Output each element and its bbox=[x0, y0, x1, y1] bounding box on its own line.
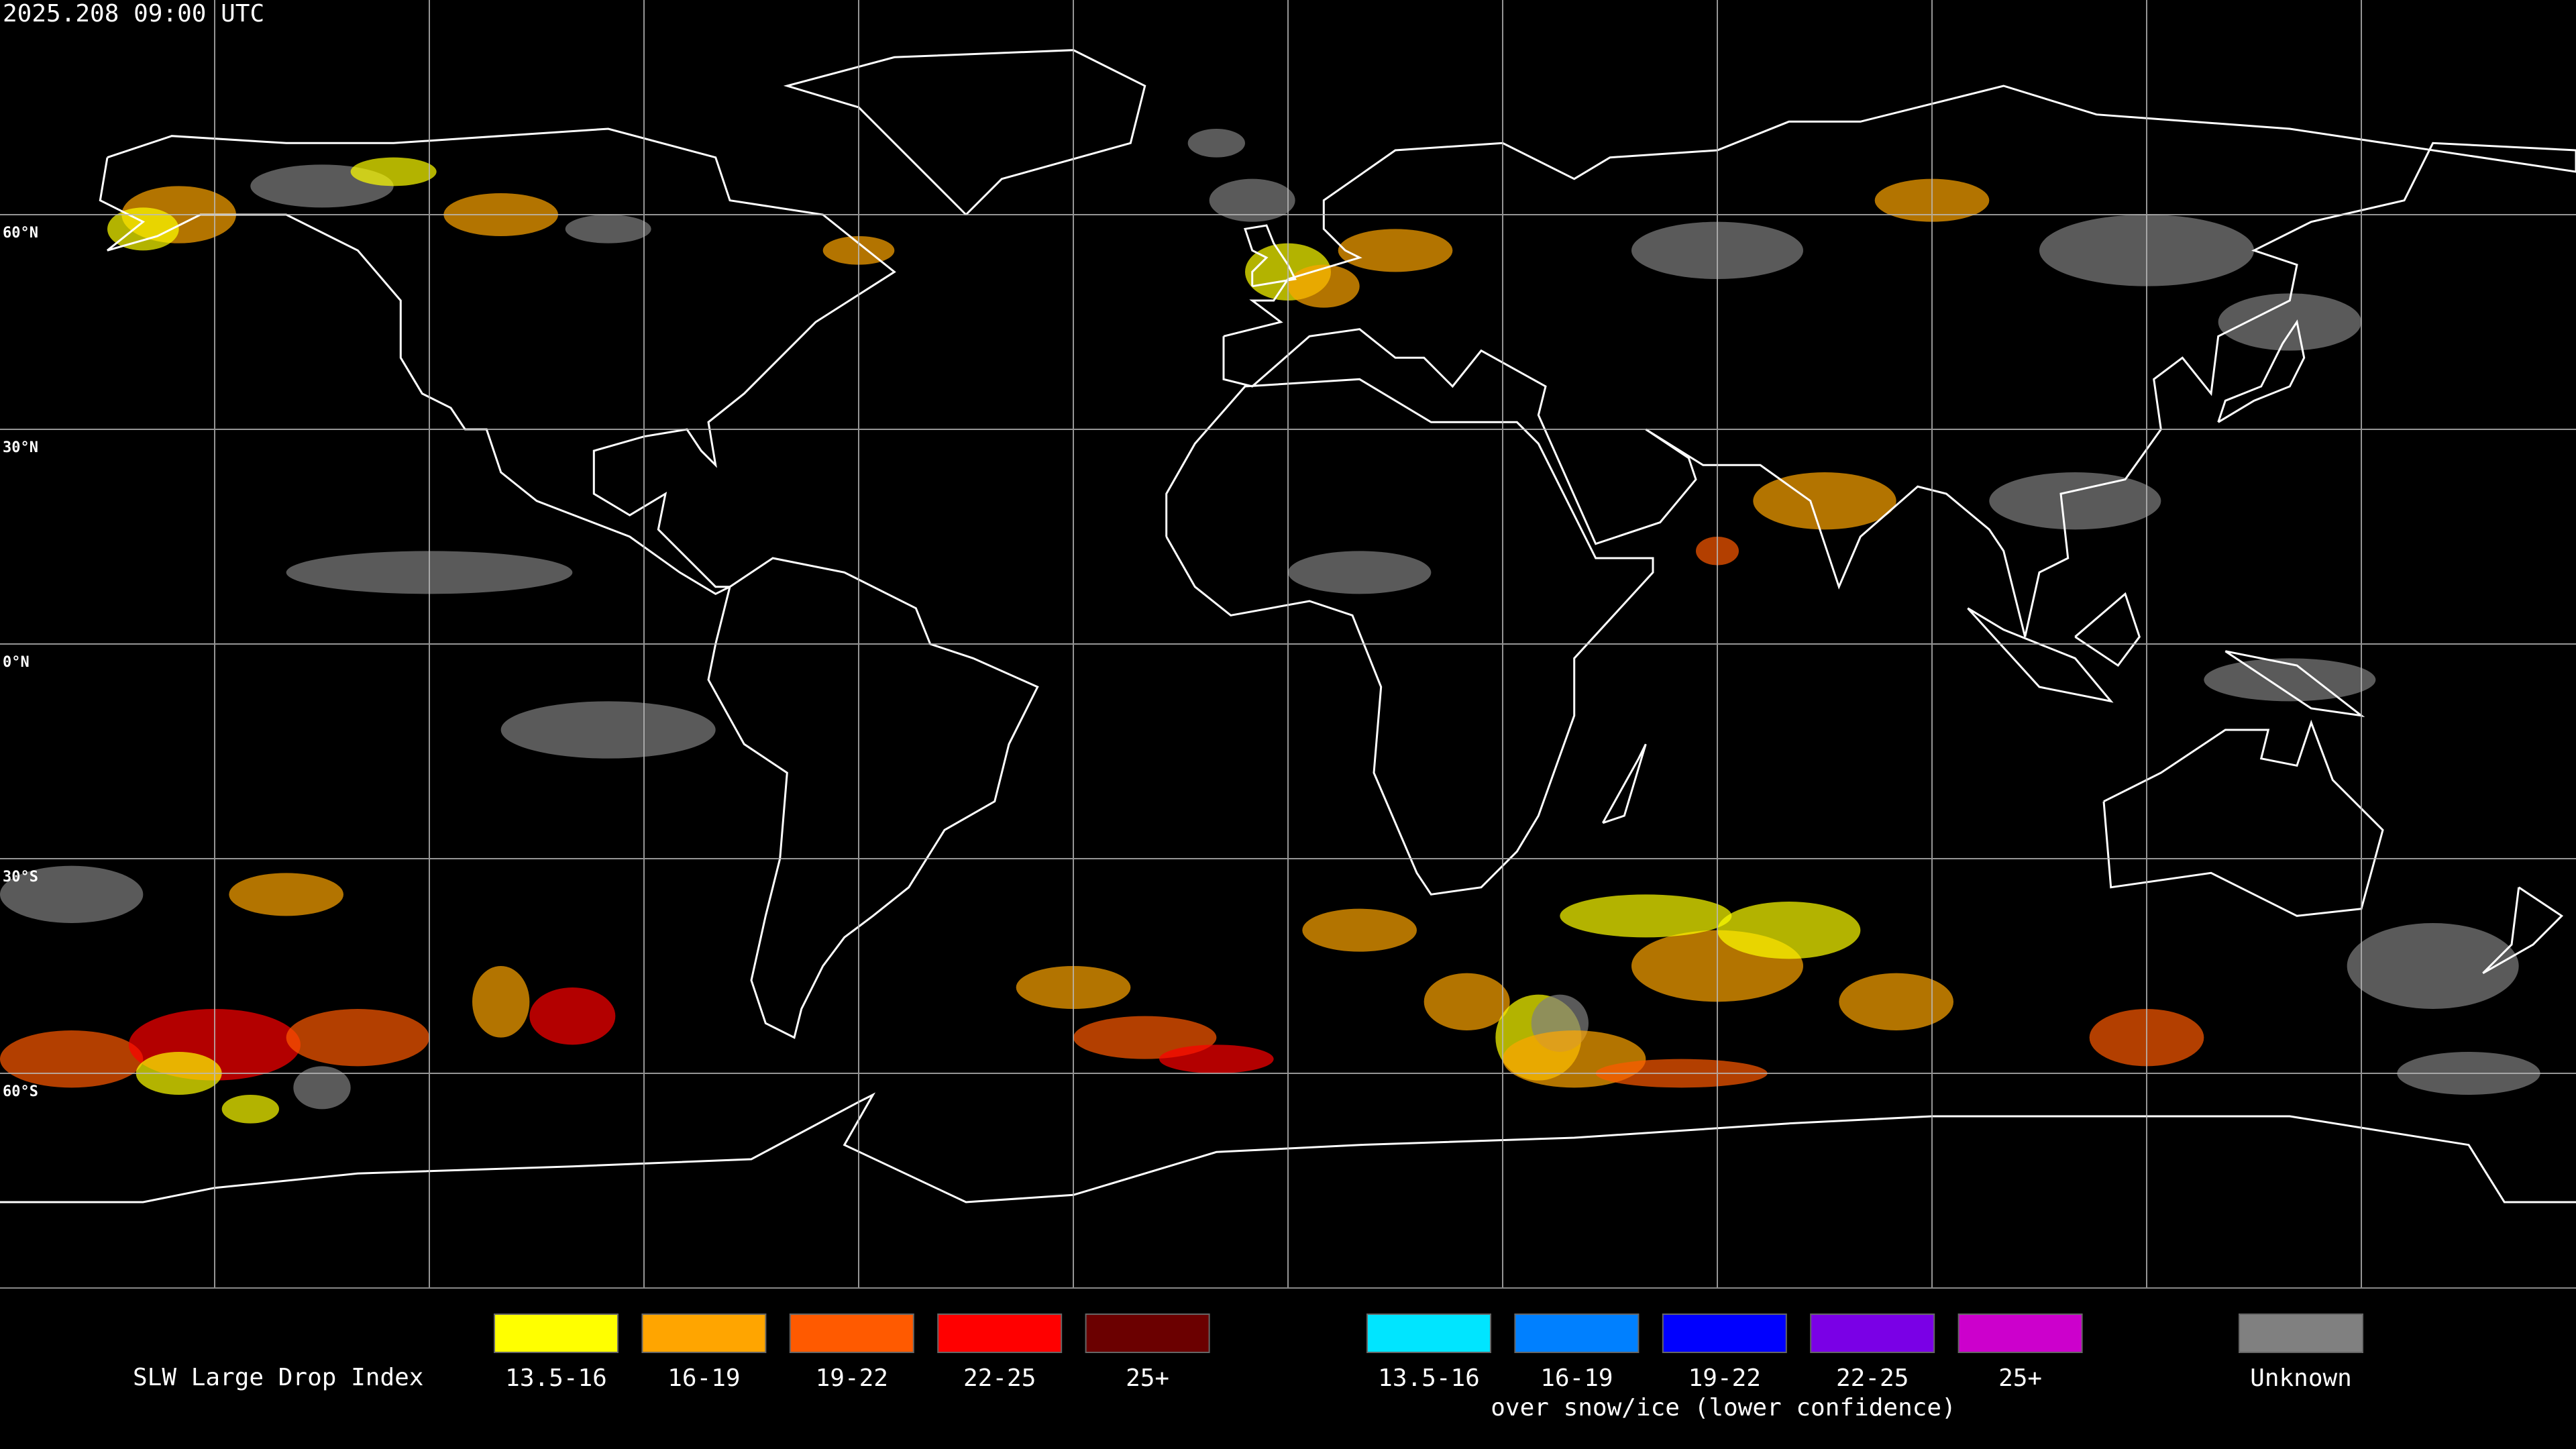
coastline bbox=[2482, 886, 2564, 975]
cloud-patch bbox=[350, 157, 437, 186]
legend-label: Unknown bbox=[2250, 1364, 2352, 1392]
legend-label: 13.5-16 bbox=[505, 1364, 607, 1392]
legend-swatch bbox=[494, 1313, 619, 1353]
cloud-patch bbox=[1424, 973, 1510, 1031]
cloud-patch bbox=[1989, 472, 2161, 530]
legend-label: 22-25 bbox=[963, 1364, 1036, 1392]
cloud-patch bbox=[565, 214, 651, 244]
legend-title: SLW Large Drop Index bbox=[133, 1364, 423, 1391]
coastline bbox=[1222, 85, 2576, 637]
cloud-layer bbox=[0, 128, 2540, 1124]
legend-label: 19-22 bbox=[816, 1364, 888, 1392]
coastline bbox=[1967, 607, 2114, 703]
cloud-patch bbox=[293, 1066, 351, 1110]
cloud-patch bbox=[500, 701, 716, 759]
legend-label: 16-19 bbox=[1540, 1364, 1613, 1392]
cloud-patch bbox=[0, 1030, 144, 1088]
legend-label: 22-25 bbox=[1836, 1364, 1909, 1392]
lat-label: 30°N bbox=[3, 439, 38, 456]
cloud-patch bbox=[1287, 551, 1432, 594]
cloud-patch bbox=[107, 207, 179, 251]
legend-swatch bbox=[789, 1313, 914, 1353]
snow-caption: over snow/ice (lower confidence) bbox=[1491, 1394, 1956, 1421]
cloud-patch bbox=[529, 987, 616, 1045]
cloud-patch bbox=[0, 865, 144, 923]
coastline bbox=[1601, 743, 1647, 824]
timestamp: 2025.208 09:00 UTC bbox=[3, 0, 264, 28]
cloud-patch bbox=[2347, 922, 2519, 1010]
coastline bbox=[783, 49, 1146, 216]
cloud-patch bbox=[229, 873, 344, 916]
lat-labels: 60°N 30°N 0°N 30°S 60°S bbox=[3, 225, 38, 1100]
legend-swatch bbox=[1662, 1313, 1787, 1353]
lat-label: 0°N bbox=[3, 654, 30, 671]
cloud-patch bbox=[472, 965, 530, 1038]
lat-label: 60°N bbox=[3, 225, 38, 241]
legend-label: 13.5-16 bbox=[1378, 1364, 1480, 1392]
coastline bbox=[1244, 224, 1297, 288]
legend-swatch bbox=[641, 1313, 767, 1353]
legend-swatch bbox=[937, 1313, 1063, 1353]
cloud-patch bbox=[1287, 264, 1360, 308]
cloud-patch bbox=[1302, 908, 1417, 952]
cloud-patch bbox=[1560, 894, 1732, 938]
cloud-patch bbox=[1839, 973, 1954, 1031]
coastline bbox=[99, 127, 896, 596]
legend: SLW Large Drop Index over snow/ice (lowe… bbox=[133, 1313, 2363, 1421]
coastline bbox=[2217, 319, 2306, 423]
cloud-patch bbox=[221, 1094, 280, 1124]
legend-swatch bbox=[1810, 1313, 1935, 1353]
legend-label: 19-22 bbox=[1688, 1364, 1761, 1392]
legend-swatch bbox=[1514, 1313, 1640, 1353]
legend-swatch bbox=[2239, 1313, 2363, 1353]
cloud-patch bbox=[1209, 178, 1295, 222]
legend-swatch bbox=[1085, 1313, 1210, 1353]
legend-label: 25+ bbox=[1126, 1364, 1169, 1392]
lat-label: 60°S bbox=[3, 1083, 38, 1100]
cloud-patch bbox=[1338, 229, 1453, 272]
legend-label: 25+ bbox=[1998, 1364, 2042, 1392]
cloud-patch bbox=[1753, 472, 1896, 530]
legend-swatch bbox=[1366, 1313, 1491, 1353]
cloud-patch bbox=[1187, 128, 1246, 158]
coastline bbox=[1165, 378, 1654, 896]
cloud-patch bbox=[1717, 901, 1861, 959]
coastline bbox=[2102, 719, 2384, 917]
cloud-patch bbox=[1159, 1044, 1274, 1074]
legend-label: 16-19 bbox=[667, 1364, 740, 1392]
cloud-patch bbox=[2218, 293, 2362, 351]
cloud-patch bbox=[286, 1008, 430, 1067]
coastline bbox=[2074, 592, 2141, 667]
cloud-patch bbox=[2204, 658, 2376, 702]
graticule bbox=[0, 0, 2576, 1288]
lat-label: 30°S bbox=[3, 869, 38, 885]
legend-swatch bbox=[1957, 1313, 2083, 1353]
